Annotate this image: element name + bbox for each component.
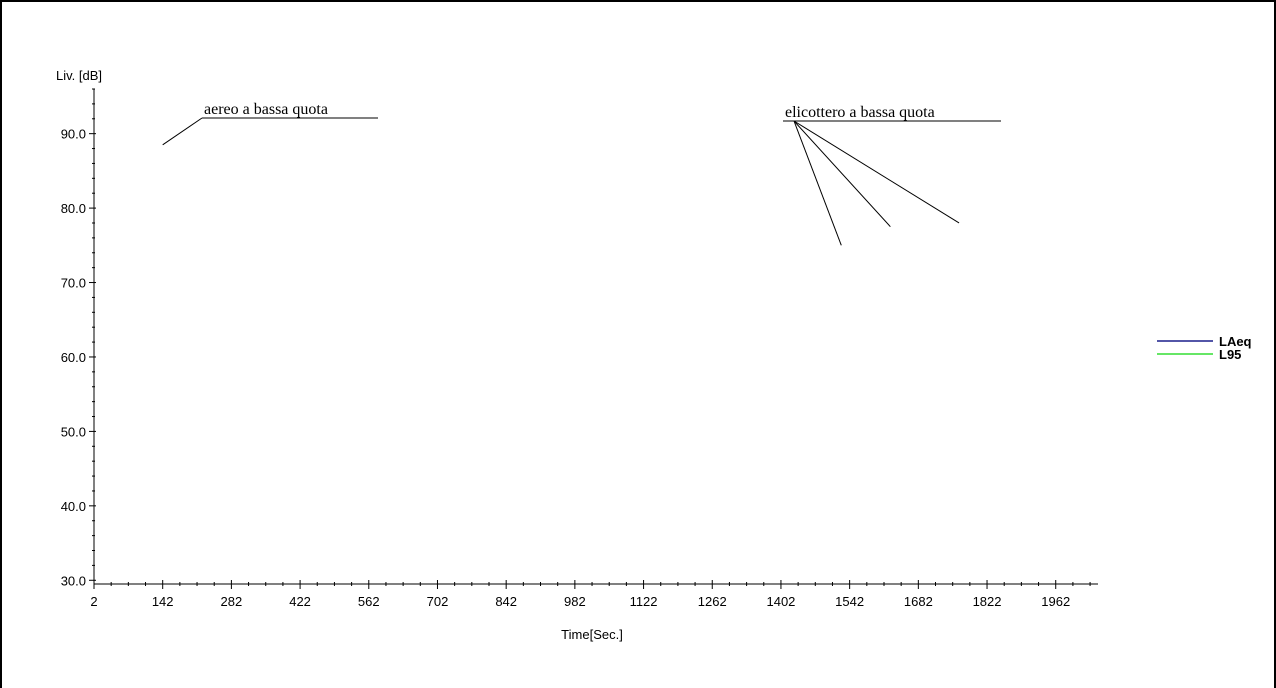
legend-label-laeq: LAeq [1219,334,1252,349]
y-tick-label: 90.0 [61,127,86,142]
x-tick-label: 1822 [973,594,1002,609]
x-tick-label: 1682 [904,594,933,609]
x-tick-label: 1402 [766,594,795,609]
x-tick-label: 142 [152,594,174,609]
x-tick-label: 562 [358,594,380,609]
x-tick-label: 422 [289,594,311,609]
x-tick-label: 282 [221,594,243,609]
annotation-text-aereo: aereo a bassa quota [204,101,328,118]
y-axis-title: Liv. [dB] [56,68,102,83]
x-tick-label: 702 [427,594,449,609]
x-axis-title: Time[Sec.] [561,627,623,642]
y-tick-label: 60.0 [61,350,86,365]
legend: LAeq L95 [1157,334,1252,362]
annotation-leader-elicottero [793,120,891,228]
y-tick-label: 80.0 [61,201,86,216]
legend-label-l95: L95 [1219,347,1241,362]
y-tick-label: 40.0 [61,499,86,514]
annotation-leader-elicottero [793,120,960,224]
x-tick-label: 1542 [835,594,864,609]
y-tick-label: 50.0 [61,424,86,439]
annotation-text-elicottero: elicottero a bassa quota [785,104,935,121]
annotation-leader-elicottero [793,120,842,246]
x-tick-label: 982 [564,594,586,609]
axes-layer: 30.0 40.0 50.0 60.0 70.0 80.0 90.0 2 142 282 422 56… [61,88,1098,609]
annotation-leader-aereo [162,117,203,146]
x-tick-label: 1962 [1041,594,1070,609]
y-tick-label: 30.0 [61,573,86,588]
x-tick-label: 842 [495,594,517,609]
x-tick-label: 2 [90,594,97,609]
x-tick-label: 1122 [630,594,658,609]
annotations-layer: aereo a bassa quota elicottero a bassa qu… [162,101,1001,246]
x-tick-label: 1262 [698,594,727,609]
y-tick-label: 70.0 [61,276,86,291]
